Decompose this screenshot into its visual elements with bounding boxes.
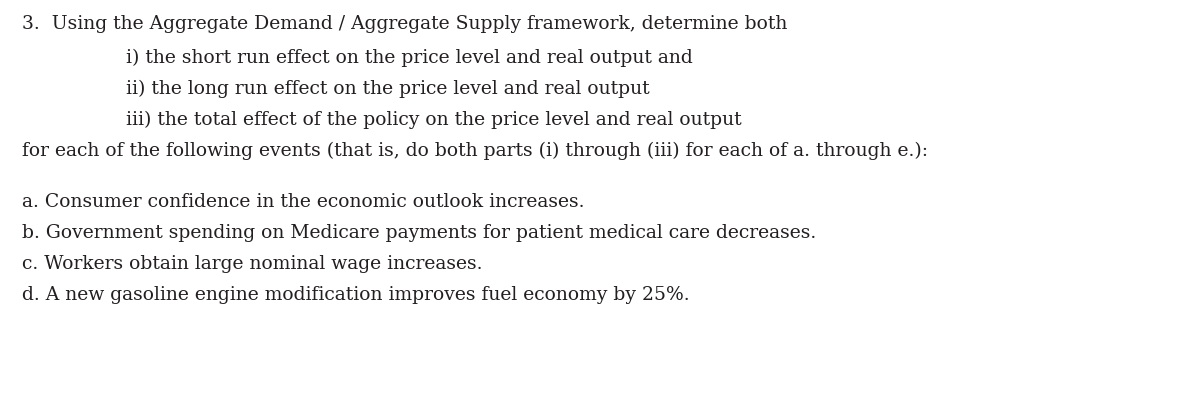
Text: c. Workers obtain large nominal wage increases.: c. Workers obtain large nominal wage inc…: [22, 255, 482, 273]
Text: d. A new gasoline engine modification improves fuel economy by 25%.: d. A new gasoline engine modification im…: [22, 286, 689, 304]
Text: a. Consumer confidence in the economic outlook increases.: a. Consumer confidence in the economic o…: [22, 193, 584, 211]
Text: for each of the following events (that is, do both parts (i) through (iii) for e: for each of the following events (that i…: [22, 142, 928, 160]
Text: iii) the total effect of the policy on the price level and real output: iii) the total effect of the policy on t…: [126, 111, 742, 129]
Text: b. Government spending on Medicare payments for patient medical care decreases.: b. Government spending on Medicare payme…: [22, 224, 816, 242]
Text: i) the short run effect on the price level and real output and: i) the short run effect on the price lev…: [126, 49, 692, 67]
Text: 3.  Using the Aggregate Demand / Aggregate Supply framework, determine both: 3. Using the Aggregate Demand / Aggregat…: [22, 15, 787, 33]
Text: ii) the long run effect on the price level and real output: ii) the long run effect on the price lev…: [126, 80, 649, 98]
